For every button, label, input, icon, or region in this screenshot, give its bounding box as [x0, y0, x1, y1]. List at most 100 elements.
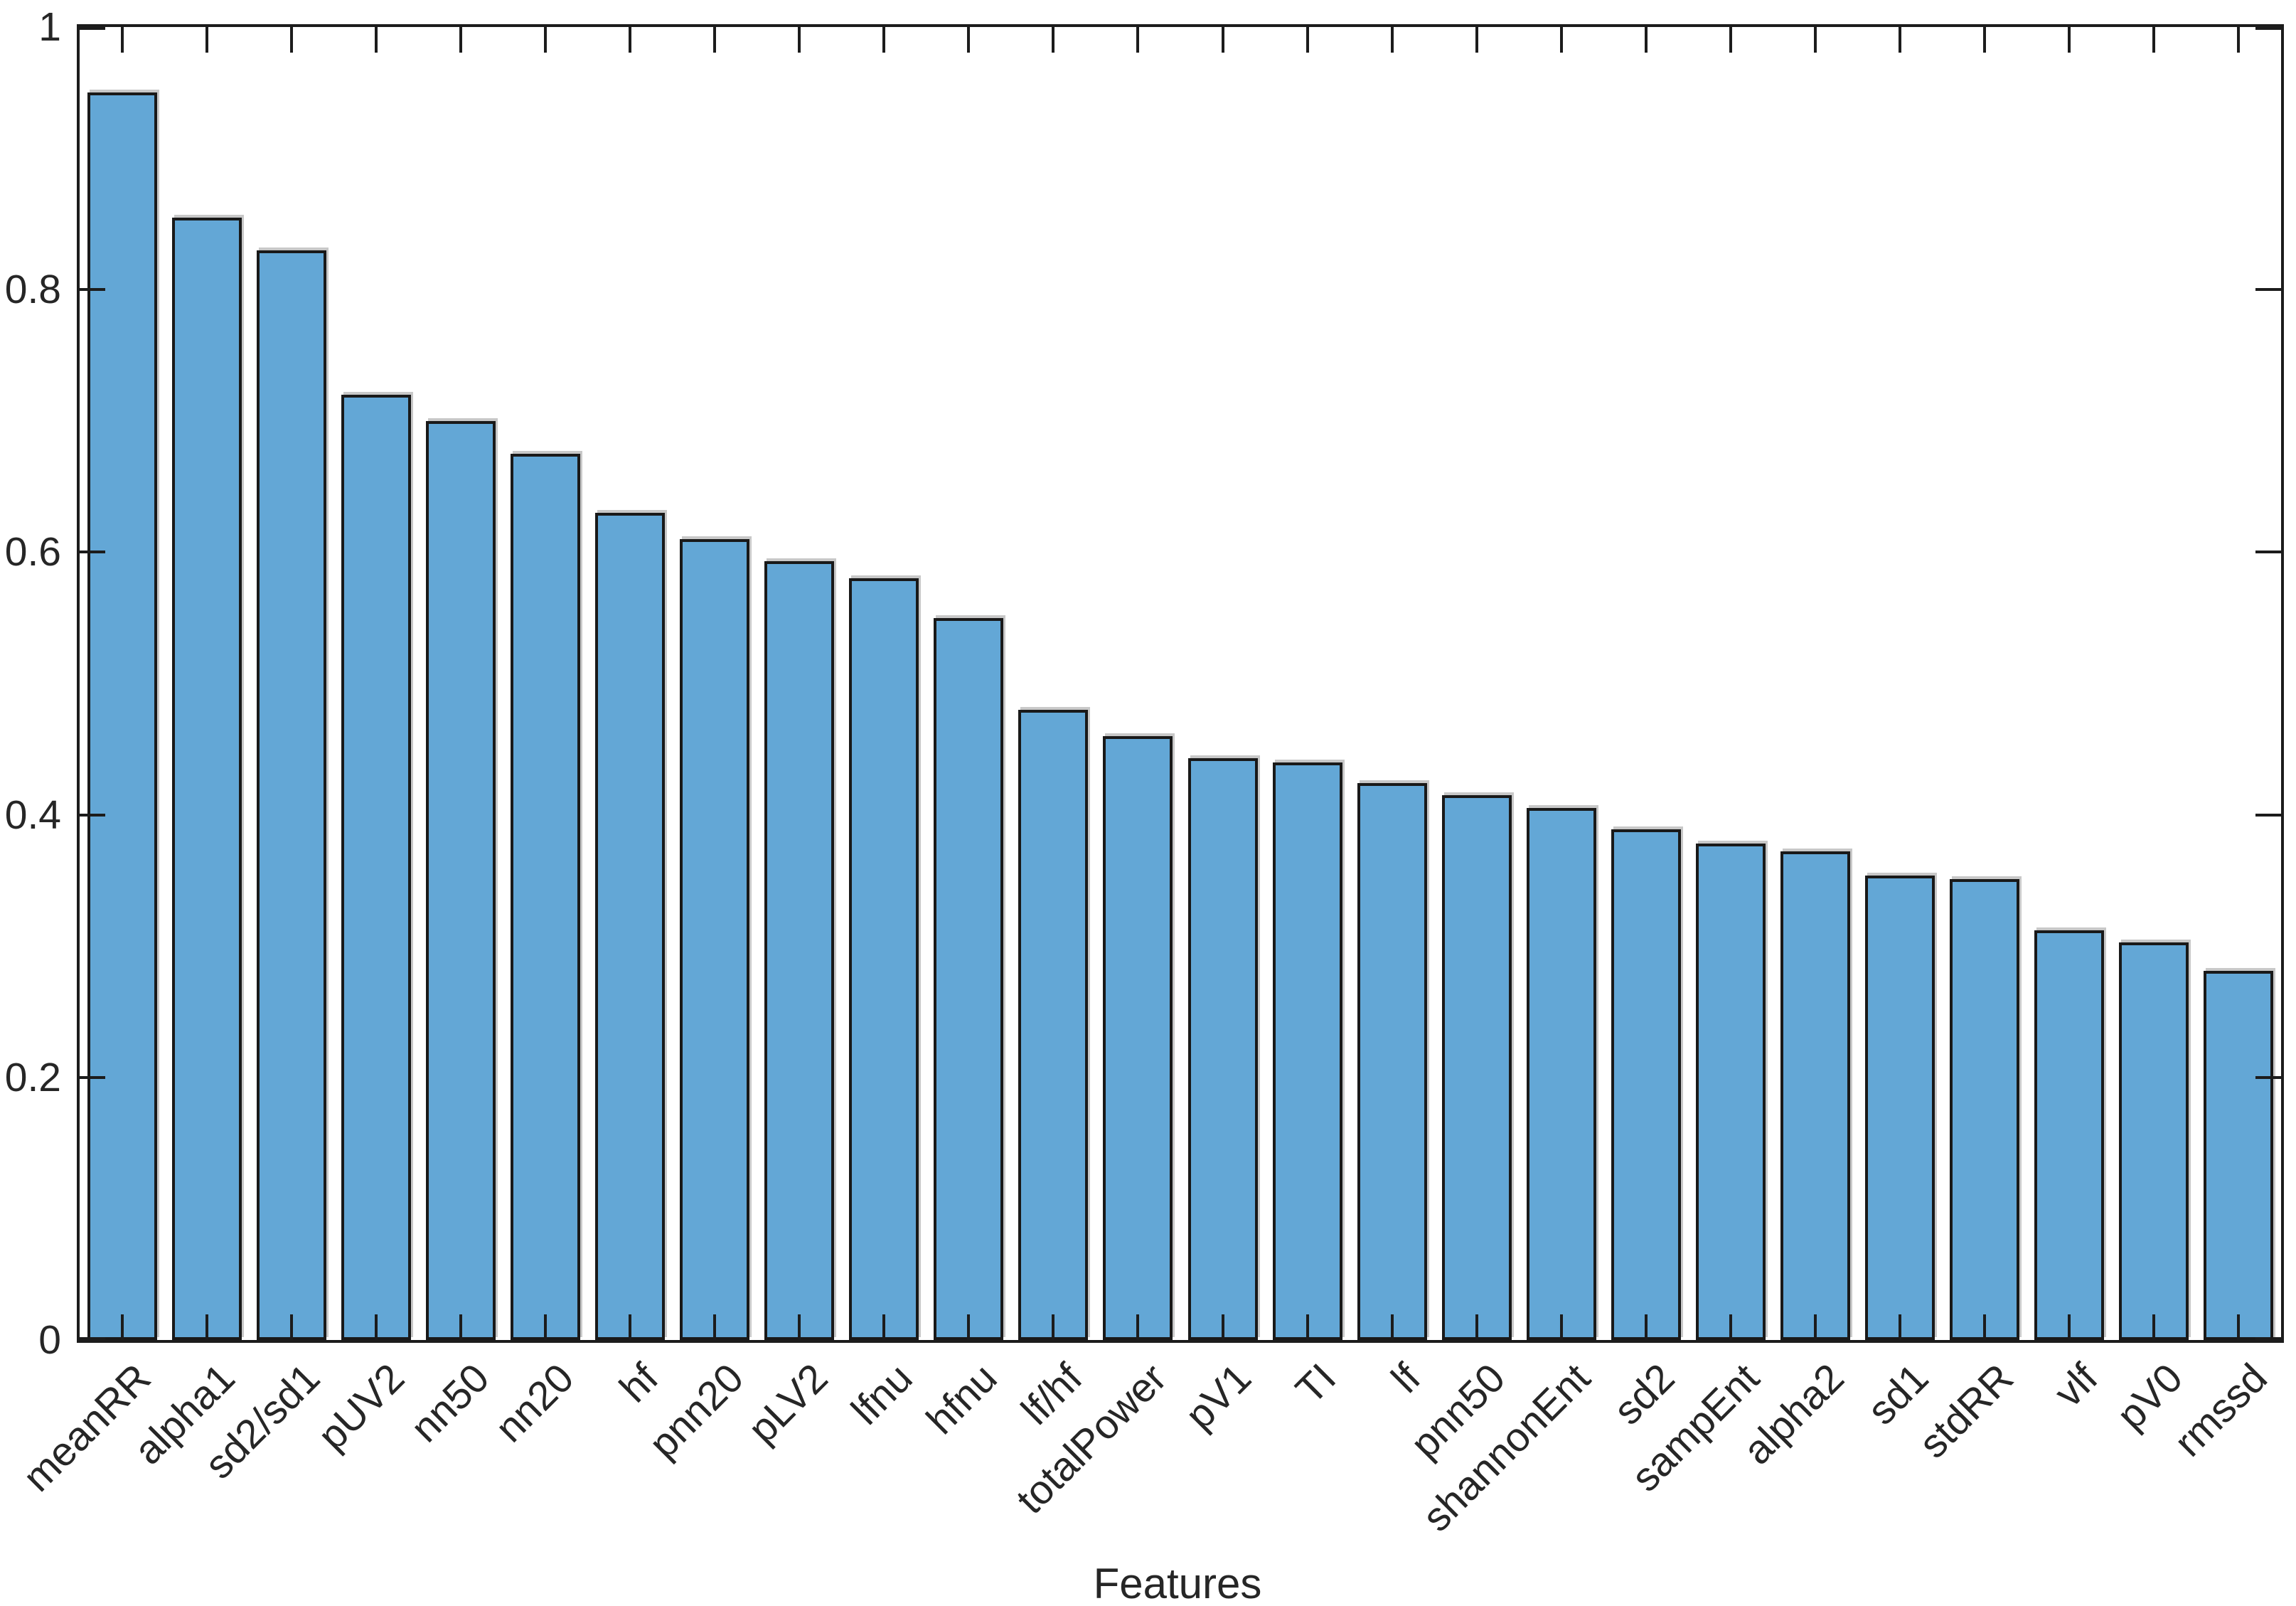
x-tick-bottom — [2237, 1314, 2241, 1340]
bar-lfnu — [849, 578, 919, 1340]
x-tick-bottom — [713, 1314, 717, 1340]
x-tick-top — [1475, 27, 1478, 53]
bar-pV0 — [2119, 942, 2189, 1340]
x-tick-bottom — [459, 1314, 462, 1340]
bar-totalPower — [1103, 736, 1173, 1340]
x-tick-bottom — [374, 1314, 378, 1340]
x-tick-top — [1052, 27, 1055, 53]
x-tick-label: hf — [611, 1355, 668, 1412]
x-tick-bottom — [1136, 1314, 1140, 1340]
x-tick-bottom — [1983, 1314, 1987, 1340]
x-tick-label: TI — [1287, 1355, 1345, 1413]
x-tick-bottom — [2152, 1314, 2156, 1340]
x-tick-bottom — [1644, 1314, 1648, 1340]
x-axis-title: Features — [1093, 1560, 1262, 1606]
bar-sampEnt — [1696, 844, 1766, 1340]
y-tick-label: 1 — [38, 4, 61, 50]
x-tick-label: hfnu — [918, 1355, 1006, 1444]
x-tick-top — [543, 27, 547, 53]
x-tick-top — [1136, 27, 1140, 53]
x-tick-bottom — [882, 1314, 886, 1340]
x-tick-label: rmssd — [2166, 1355, 2277, 1466]
x-tick-bottom — [543, 1314, 547, 1340]
x-tick-bottom — [798, 1314, 801, 1340]
y-tick-left — [80, 1337, 105, 1340]
x-tick-bottom — [120, 1314, 124, 1340]
y-tick-right — [2255, 1075, 2281, 1079]
x-tick-top — [2068, 27, 2071, 53]
y-tick-label: 0.4 — [4, 792, 61, 838]
bar-pnn50 — [1441, 795, 1512, 1340]
x-tick-top — [1983, 27, 1987, 53]
y-tick-right — [2255, 27, 2281, 30]
x-tick-bottom — [967, 1314, 971, 1340]
x-tick-bottom — [1559, 1314, 1563, 1340]
y-tick-label: 0.8 — [4, 267, 61, 313]
x-tick-label: stdRR — [1910, 1355, 2022, 1467]
x-tick-label: meanRR — [14, 1355, 160, 1501]
bar-pUV2 — [341, 395, 411, 1340]
bar-sd1 — [1865, 876, 1935, 1340]
y-tick-label: 0 — [38, 1317, 61, 1363]
y-tick-left — [80, 551, 105, 554]
x-tick-top — [1390, 27, 1394, 53]
bar-pLV2 — [764, 561, 835, 1340]
x-tick-top — [2237, 27, 2241, 53]
x-tick-bottom — [1052, 1314, 1055, 1340]
y-tick-right — [2255, 288, 2281, 292]
bar-hf — [595, 513, 665, 1340]
x-tick-top — [205, 27, 208, 53]
bar-lf — [1357, 783, 1427, 1340]
x-tick-bottom — [1390, 1314, 1394, 1340]
x-tick-top — [1559, 27, 1563, 53]
x-tick-bottom — [1899, 1314, 1902, 1340]
x-tick-top — [1814, 27, 1817, 53]
x-tick-top — [1899, 27, 1902, 53]
bar-sd2 — [1611, 829, 1681, 1340]
y-tick-right — [2255, 551, 2281, 554]
x-tick-top — [882, 27, 886, 53]
y-tick-left — [80, 1075, 105, 1079]
y-tick-label: 0.6 — [4, 529, 61, 575]
x-tick-bottom — [205, 1314, 208, 1340]
bar-lf/hf — [1018, 710, 1089, 1340]
y-tick-left — [80, 813, 105, 817]
x-tick-top — [1305, 27, 1309, 53]
x-tick-top — [120, 27, 124, 53]
x-tick-top — [798, 27, 801, 53]
x-tick-bottom — [289, 1314, 293, 1340]
x-tick-label: pnn20 — [640, 1355, 752, 1467]
x-tick-top — [2152, 27, 2156, 53]
bar-alpha2 — [1780, 851, 1851, 1340]
x-tick-top — [1729, 27, 1732, 53]
bar-vlf — [2034, 930, 2105, 1340]
y-tick-right — [2255, 813, 2281, 817]
x-tick-label: pLV2 — [739, 1355, 837, 1452]
bar-pV1 — [1187, 758, 1258, 1340]
bar-stdRR — [1950, 879, 2020, 1340]
x-tick-label: lf — [1382, 1355, 1430, 1402]
x-tick-top — [374, 27, 378, 53]
bar-alpha1 — [171, 218, 242, 1340]
y-tick-left — [80, 27, 105, 30]
x-tick-label: pUV2 — [309, 1355, 414, 1459]
bar-rmssd — [2204, 971, 2274, 1340]
x-tick-label: vlf — [2046, 1355, 2107, 1416]
x-tick-top — [629, 27, 631, 53]
bar-TI — [1272, 762, 1342, 1340]
x-tick-bottom — [1729, 1314, 1732, 1340]
bar-meanRR — [87, 92, 157, 1340]
bar-shannonEnt — [1526, 808, 1596, 1340]
bar-nn50 — [425, 421, 496, 1340]
bar-nn20 — [510, 454, 580, 1340]
y-tick-left — [80, 288, 105, 292]
x-tick-top — [967, 27, 971, 53]
x-tick-top — [1221, 27, 1224, 53]
x-tick-top — [289, 27, 293, 53]
x-tick-label: nn50 — [402, 1355, 498, 1452]
y-tick-label: 0.2 — [4, 1054, 61, 1100]
x-tick-top — [1644, 27, 1648, 53]
bar-hfnu — [934, 618, 1004, 1340]
x-tick-bottom — [629, 1314, 631, 1340]
